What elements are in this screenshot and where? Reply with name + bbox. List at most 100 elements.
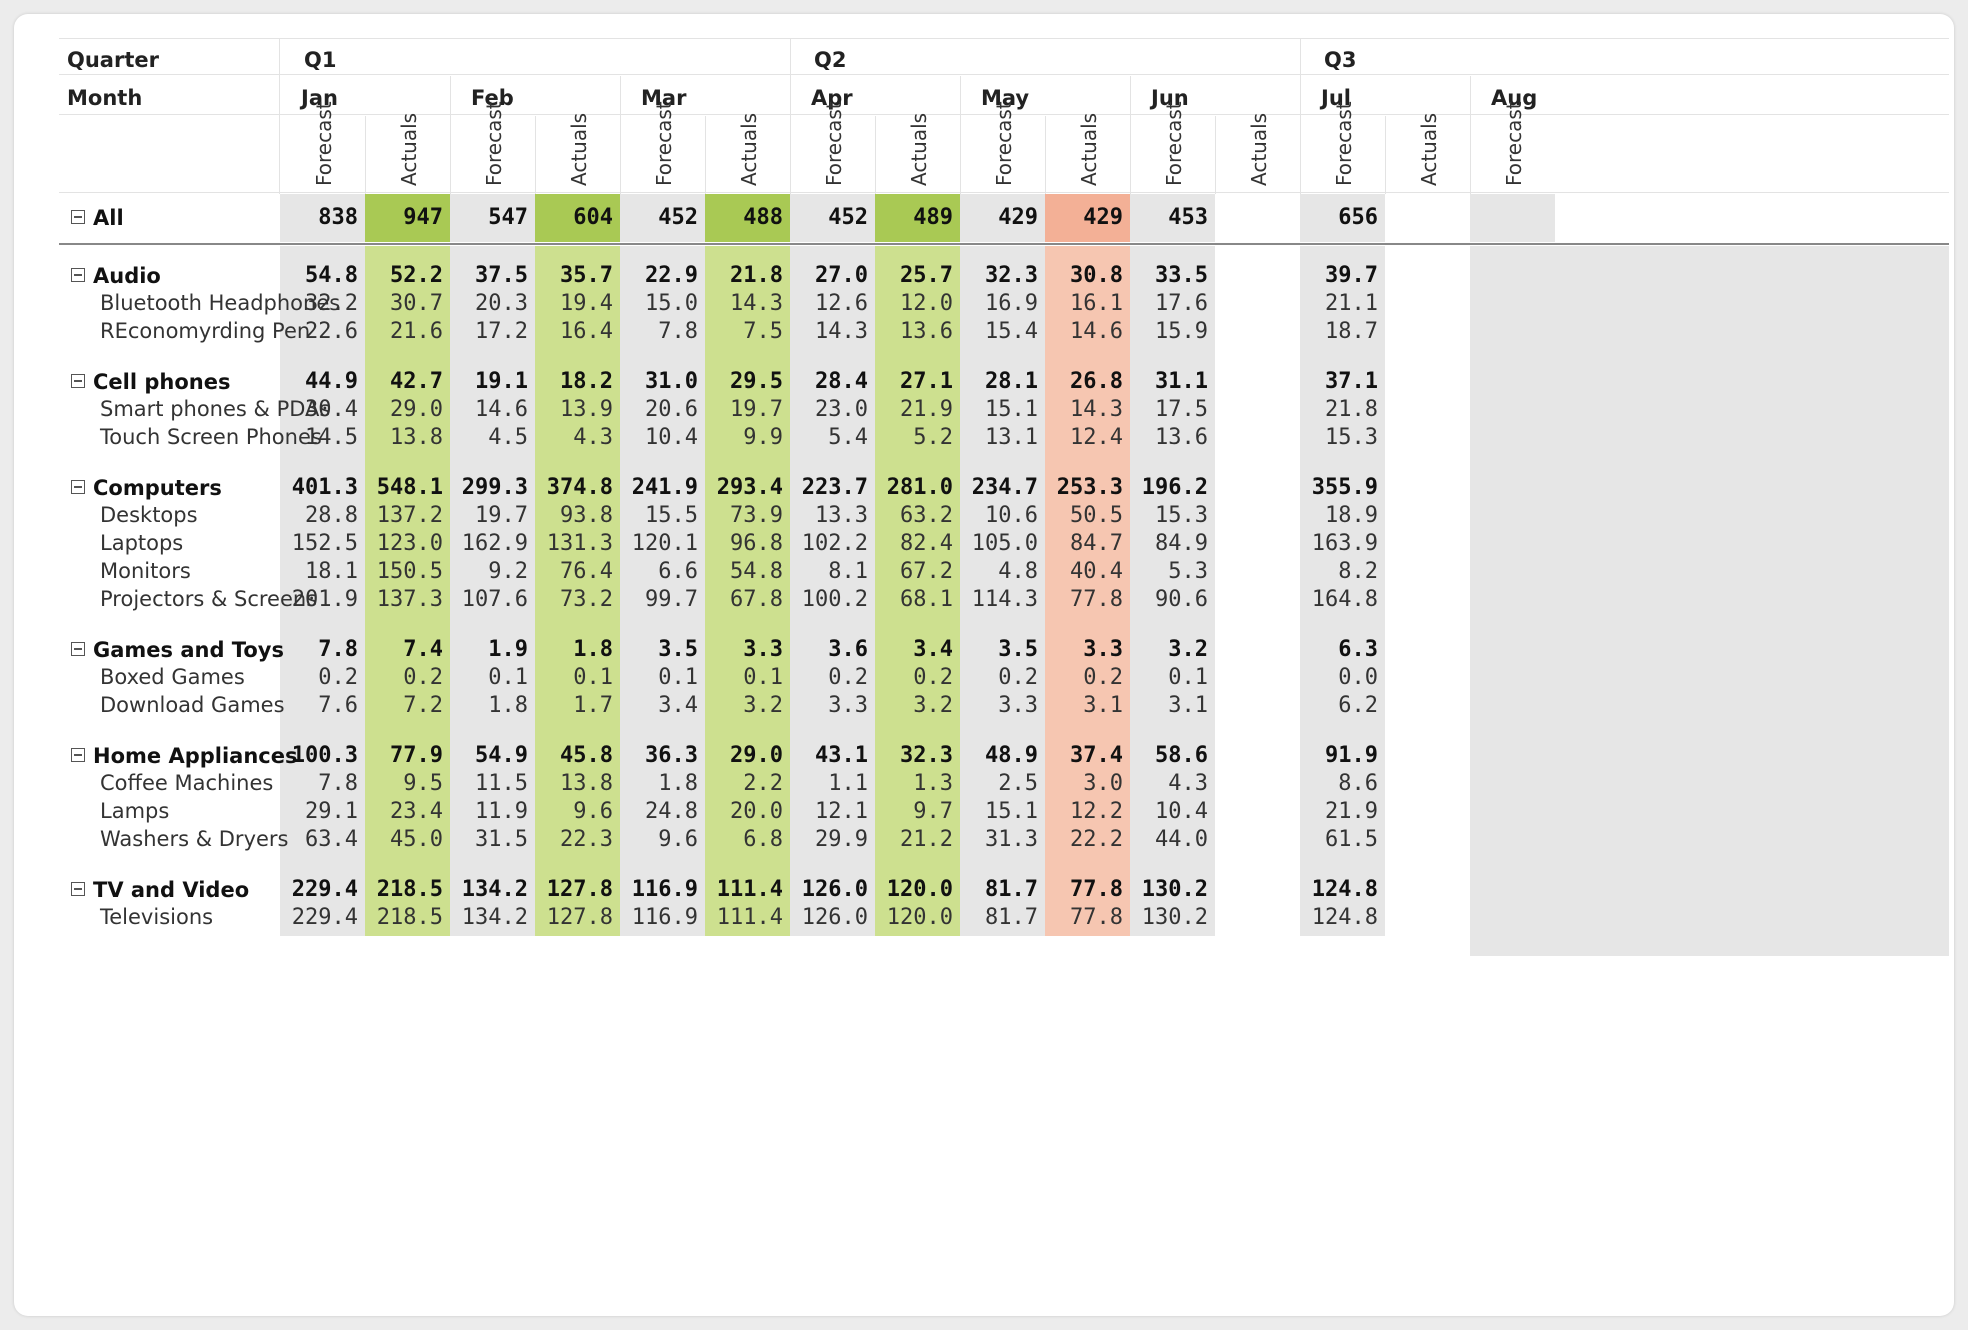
month-label-feb[interactable]: Feb [471,86,514,110]
item-actuals-cell [1385,424,1463,452]
item-forecast-cell: 14.3 [815,319,868,344]
item-actuals-cell: 1.3 [913,771,953,796]
item-actuals-cell: 9.5 [403,771,443,796]
item-label-coffee-machines: Coffee Machines [100,771,274,795]
item-actuals-cell: 150.5 [376,559,443,584]
header-divider [59,192,1949,193]
month-divider [450,76,451,194]
item-forecast-cell: 84.9 [1155,531,1208,556]
item-actuals-cell: 73.9 [730,503,783,528]
category-forecast-cell: 6.3 [1338,637,1378,662]
item-actuals-cell: 120.0 [886,905,953,930]
category-forecast-cell: 116.9 [631,877,698,902]
actuals-measure-label: Actuals [906,112,931,186]
item-actuals-cell: 0.2 [913,665,953,690]
item-forecast-cell: 11.5 [475,771,528,796]
total-forecast-cell: 656 [1338,205,1378,230]
total-actuals-cell: 489 [913,205,953,230]
category-actuals-cell: 42.7 [390,369,443,394]
item-actuals-cell: 73.2 [560,587,613,612]
item-actuals-cell: 84.7 [1070,531,1123,556]
item-forecast-cell: 3.1 [1168,693,1208,718]
category-actuals-cell: 111.4 [716,877,783,902]
month-label-jan[interactable]: Jan [301,86,338,110]
item-actuals-cell: 9.6 [573,799,613,824]
month-label-aug[interactable]: Aug [1491,86,1538,110]
item-forecast-cell: 116.9 [631,905,698,930]
item-actuals-cell: 23.4 [390,799,443,824]
measure-divider [1215,116,1216,194]
item-forecast-cell: 7.8 [658,319,698,344]
category-forecast-cell: 81.7 [985,877,1038,902]
category-actuals-cell: 7.4 [403,637,443,662]
total-forecast-cell: 838 [318,205,358,230]
category-actuals-cell: 3.3 [1083,637,1123,662]
total-forecast-cell-bg [790,194,875,242]
item-forecast-cell: 8.1 [828,559,868,584]
category-actuals-cell: 32.3 [900,743,953,768]
month-label-apr[interactable]: Apr [811,86,853,110]
quarter-label-q2[interactable]: Q2 [814,48,847,72]
item-forecast-cell: 12.1 [815,799,868,824]
month-label-may[interactable]: May [981,86,1030,110]
item-actuals-cell: 12.0 [900,291,953,316]
item-forecast-cell: 163.9 [1311,531,1378,556]
item-actuals-cell: 4.3 [573,425,613,450]
quarter-label-q3[interactable]: Q3 [1324,48,1357,72]
item-actuals-cell: 0.1 [573,665,613,690]
item-forecast-cell: 6.2 [1338,693,1378,718]
measure-divider [1045,116,1046,194]
item-actuals-cell [1385,826,1463,854]
item-forecast-cell: 152.5 [291,531,358,556]
item-forecast-cell: 1.8 [488,693,528,718]
category-label-cell-phones[interactable]: Cell phones [93,370,231,394]
item-forecast-cell: 21.9 [1325,799,1378,824]
item-forecast-cell: 3.3 [998,693,1038,718]
item-forecast-cell: 15.0 [645,291,698,316]
collapse-computers-icon[interactable] [71,480,85,494]
item-forecast-cell: 2.5 [998,771,1038,796]
item-forecast-cell: 5.4 [828,425,868,450]
month-divider [620,76,621,194]
item-actuals-cell: 0.2 [403,665,443,690]
actuals-measure-label: Actuals [396,112,421,186]
actuals-measure-label: Actuals [1246,112,1271,186]
item-actuals-cell [1215,290,1293,318]
item-label-televisions: Televisions [100,905,214,929]
total-actuals-cell-bg [1045,194,1130,242]
month-label-jun[interactable]: Jun [1151,86,1189,110]
item-forecast-cell: 105.0 [971,531,1038,556]
item-forecast-cell: 22.6 [305,319,358,344]
month-label-mar[interactable]: Mar [641,86,687,110]
collapse-cell-phones-icon[interactable] [71,374,85,388]
month-label-jul[interactable]: Jul [1321,86,1351,110]
category-forecast-cell: 19.1 [475,369,528,394]
collapse-tv-and-video-icon[interactable] [71,882,85,896]
item-actuals-cell [1385,396,1463,424]
collapse-home-appliances-icon[interactable] [71,748,85,762]
forecast-measure-label: Forecast [481,101,506,186]
category-forecast-cell: 100.3 [291,743,358,768]
item-forecast-cell: 20.3 [475,291,528,316]
item-forecast-cell: 0.2 [998,665,1038,690]
item-forecast-cell: 124.8 [1311,905,1378,930]
category-label-tv-and-video[interactable]: TV and Video [93,878,250,902]
item-forecast-cell: 130.2 [1141,905,1208,930]
collapse-audio-icon[interactable] [71,268,85,282]
category-forecast-cell: 39.7 [1325,263,1378,288]
category-label-audio[interactable]: Audio [93,264,161,288]
item-actuals-cell [1215,692,1293,720]
item-forecast-cell: 134.2 [461,905,528,930]
quarter-label-q1[interactable]: Q1 [304,48,337,72]
category-label-home-appliances[interactable]: Home Appliances [93,744,298,768]
total-forecast-cell-bg [1470,194,1555,242]
category-label-games-and-toys[interactable]: Games and Toys [93,638,284,662]
collapse-all-icon[interactable] [71,210,85,224]
item-actuals-cell: 29.0 [390,397,443,422]
category-label-computers[interactable]: Computers [93,476,222,500]
forecast-column-band [790,246,875,936]
collapse-games-and-toys-icon[interactable] [71,642,85,656]
category-forecast-cell: 299.3 [461,475,528,500]
category-forecast-cell: 241.9 [631,475,698,500]
category-forecast-cell: 130.2 [1141,877,1208,902]
